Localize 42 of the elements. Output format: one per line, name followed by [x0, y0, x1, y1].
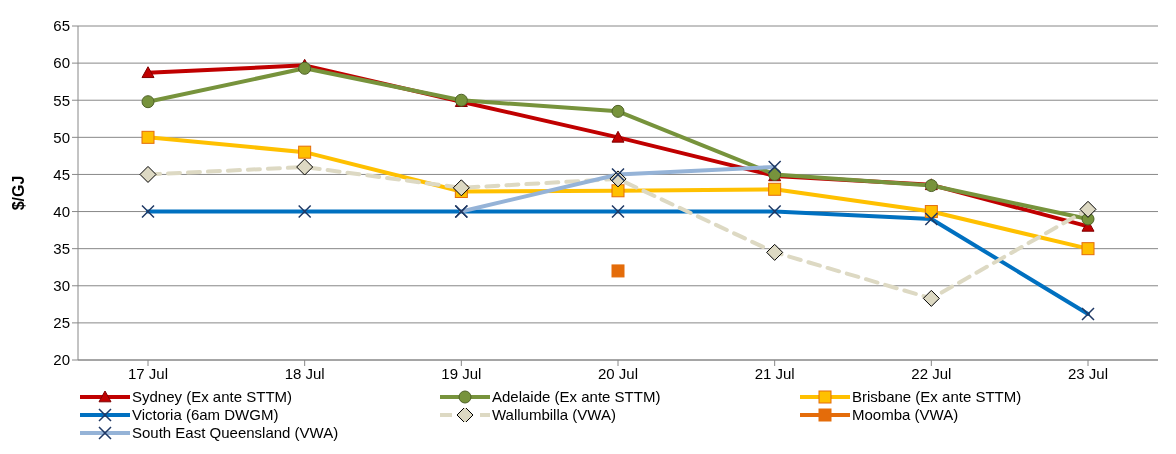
x-tick-label: 22 Jul [911, 364, 952, 382]
x-tick-label: 23 Jul [1067, 364, 1109, 382]
legend-label: South East Queensland (VWA) [132, 424, 339, 442]
x-tick-label: 18 Jul [284, 364, 325, 382]
x-tick-label: 19 Jul [441, 364, 482, 382]
legend-label: Brisbane (Ex ante STTM) [852, 388, 1022, 406]
legend-label: Adelaide (Ex ante STTM) [492, 388, 661, 406]
point [1081, 242, 1095, 256]
y-tick-label: 20 [53, 351, 70, 369]
point [298, 61, 312, 75]
y-tick-label: 35 [53, 239, 70, 257]
point [766, 243, 784, 261]
point [611, 184, 625, 198]
legend-label: Moomba (VWA) [852, 406, 959, 424]
point [922, 289, 940, 307]
point [611, 264, 625, 278]
x-tick-label: 21 Jul [754, 364, 795, 382]
y-tick-label: 65 [53, 17, 70, 35]
point [611, 130, 625, 143]
point [1079, 200, 1097, 218]
x-tick-label: 20 Jul [597, 364, 639, 382]
point [298, 145, 312, 159]
point [141, 95, 155, 109]
y-tick-label: 40 [53, 202, 70, 220]
y-tick-label: 25 [53, 314, 70, 332]
point [141, 66, 155, 79]
y-tick-label: 55 [53, 91, 70, 109]
point [296, 158, 314, 176]
point [768, 182, 782, 196]
y-tick-label: 30 [53, 277, 70, 295]
point [141, 130, 155, 144]
y-tick-label: 50 [53, 128, 70, 146]
x-tick-label: 17 Jul [127, 364, 169, 382]
y-tick-label: 60 [53, 54, 70, 72]
point [139, 165, 157, 183]
y-axis-title: $/GJ [9, 175, 27, 211]
y-tick-label: 45 [53, 165, 70, 183]
legend-label: Wallumbilla (VWA) [492, 406, 616, 424]
point [452, 179, 470, 197]
legend-label: Victoria (6am DWGM) [132, 406, 279, 424]
legend-label: Sydney (Ex ante STTM) [132, 388, 293, 406]
point [611, 104, 625, 118]
